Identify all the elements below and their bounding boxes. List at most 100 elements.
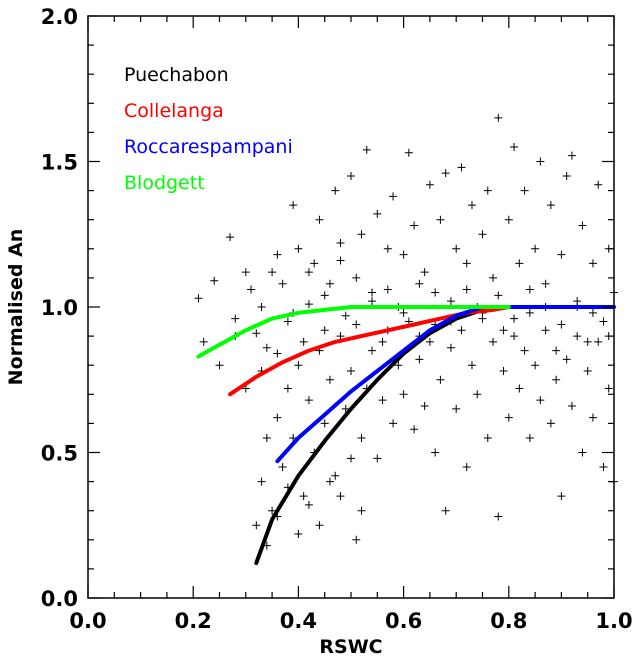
- scatter-point: [504, 413, 513, 422]
- scatter-point: [357, 506, 366, 515]
- scatter-point: [304, 268, 313, 277]
- scatter-point: [352, 535, 361, 544]
- scatter-point: [294, 361, 303, 370]
- scatter-point: [268, 268, 277, 277]
- scatter-point: [425, 180, 434, 189]
- scatter-point: [457, 163, 466, 172]
- scatter-point: [362, 145, 371, 154]
- legend-entry-blodgett: Blodgett: [124, 172, 205, 194]
- scatter-point: [294, 244, 303, 253]
- scatter-point: [247, 285, 256, 294]
- scatter-point: [494, 291, 503, 300]
- scatter-point: [199, 337, 208, 346]
- scatter-point: [531, 244, 540, 253]
- scatter-point: [525, 308, 534, 317]
- scatter-point: [557, 250, 566, 259]
- scatter-point: [599, 463, 608, 472]
- scatter-point: [320, 326, 329, 335]
- scatter-point: [415, 355, 424, 364]
- scatter-point: [431, 288, 440, 297]
- scatter-point: [399, 250, 408, 259]
- scatter-point: [525, 285, 534, 294]
- scatter-point: [420, 268, 429, 277]
- scatter-point: [257, 477, 266, 486]
- scatter-point: [226, 233, 235, 242]
- y-axis-label: Normalised An: [5, 229, 27, 386]
- x-axis-label: RSWC: [319, 636, 382, 658]
- scatter-point: [557, 492, 566, 501]
- x-tick-label: 1.0: [595, 609, 632, 633]
- scatter-point: [436, 375, 445, 384]
- scatter-point: [446, 343, 455, 352]
- series-lines: [196, 305, 616, 566]
- scatter-point: [289, 201, 298, 210]
- scatter-point: [383, 285, 392, 294]
- scatter-point: [283, 384, 292, 393]
- scatter-point: [299, 492, 308, 501]
- scatter-point: [368, 346, 377, 355]
- scatter-point: [510, 142, 519, 151]
- scatter-point: [578, 448, 587, 457]
- scatter-point: [467, 361, 476, 370]
- scatter-point: [347, 172, 355, 181]
- scatter-point: [436, 215, 445, 224]
- scatter-point: [541, 279, 550, 288]
- scatter-point: [352, 320, 361, 329]
- scatter-point: [536, 396, 545, 405]
- y-tick-label: 0.0: [41, 587, 78, 611]
- scatter-point: [441, 506, 450, 515]
- scatter-point: [325, 279, 334, 288]
- scatter-point: [462, 285, 471, 294]
- scatter-point: [483, 186, 492, 195]
- scatter-point: [252, 521, 261, 530]
- scatter-point: [594, 337, 603, 346]
- x-tick-label: 0.6: [385, 609, 422, 633]
- scatter-point: [478, 230, 487, 239]
- scatter-point: [552, 375, 561, 384]
- scatter-point: [273, 413, 282, 422]
- scatter-point: [325, 477, 334, 486]
- scatter-point: [278, 279, 287, 288]
- scatter-point: [252, 329, 261, 338]
- scatter-point: [294, 529, 303, 538]
- x-tick-label: 0.2: [175, 609, 212, 633]
- y-tick-label: 2.0: [41, 5, 78, 29]
- scatter-point: [531, 361, 540, 370]
- scatter-points: [194, 113, 618, 550]
- scatter-point: [420, 401, 429, 410]
- scatter-point: [562, 172, 571, 181]
- scatter-point: [320, 419, 329, 428]
- scatter-point: [541, 326, 550, 335]
- scatter-point: [594, 180, 603, 189]
- y-tick-label: 1.5: [41, 151, 78, 175]
- scatter-point: [357, 433, 366, 442]
- scatter-point: [389, 419, 398, 428]
- scatter-point: [452, 404, 461, 413]
- scatter-point: [573, 332, 582, 341]
- scatter-point: [489, 337, 498, 346]
- scatter-point: [315, 215, 324, 224]
- scatter-point: [483, 433, 492, 442]
- scatter-point: [378, 396, 387, 405]
- scatter-point: [383, 244, 392, 253]
- scatter-point: [347, 454, 355, 463]
- scatter-point: [557, 320, 566, 329]
- scatter-point: [310, 259, 319, 268]
- scatter-point: [262, 433, 271, 442]
- scatter-point: [341, 404, 350, 413]
- scatter-point: [504, 215, 513, 224]
- scatter-point: [588, 259, 597, 268]
- scatter-point: [257, 303, 266, 311]
- scatter-point: [520, 186, 529, 195]
- scatter-point: [341, 311, 350, 320]
- scatter-point: [268, 506, 277, 515]
- scatter-point: [510, 332, 519, 341]
- scatter-point: [473, 390, 482, 399]
- scatter-point: [573, 297, 582, 306]
- scatter-point: [410, 425, 419, 434]
- scatter-point: [336, 238, 345, 247]
- scatter-point: [352, 273, 361, 282]
- scatter-point: [525, 433, 534, 442]
- scatter-point: [278, 463, 287, 472]
